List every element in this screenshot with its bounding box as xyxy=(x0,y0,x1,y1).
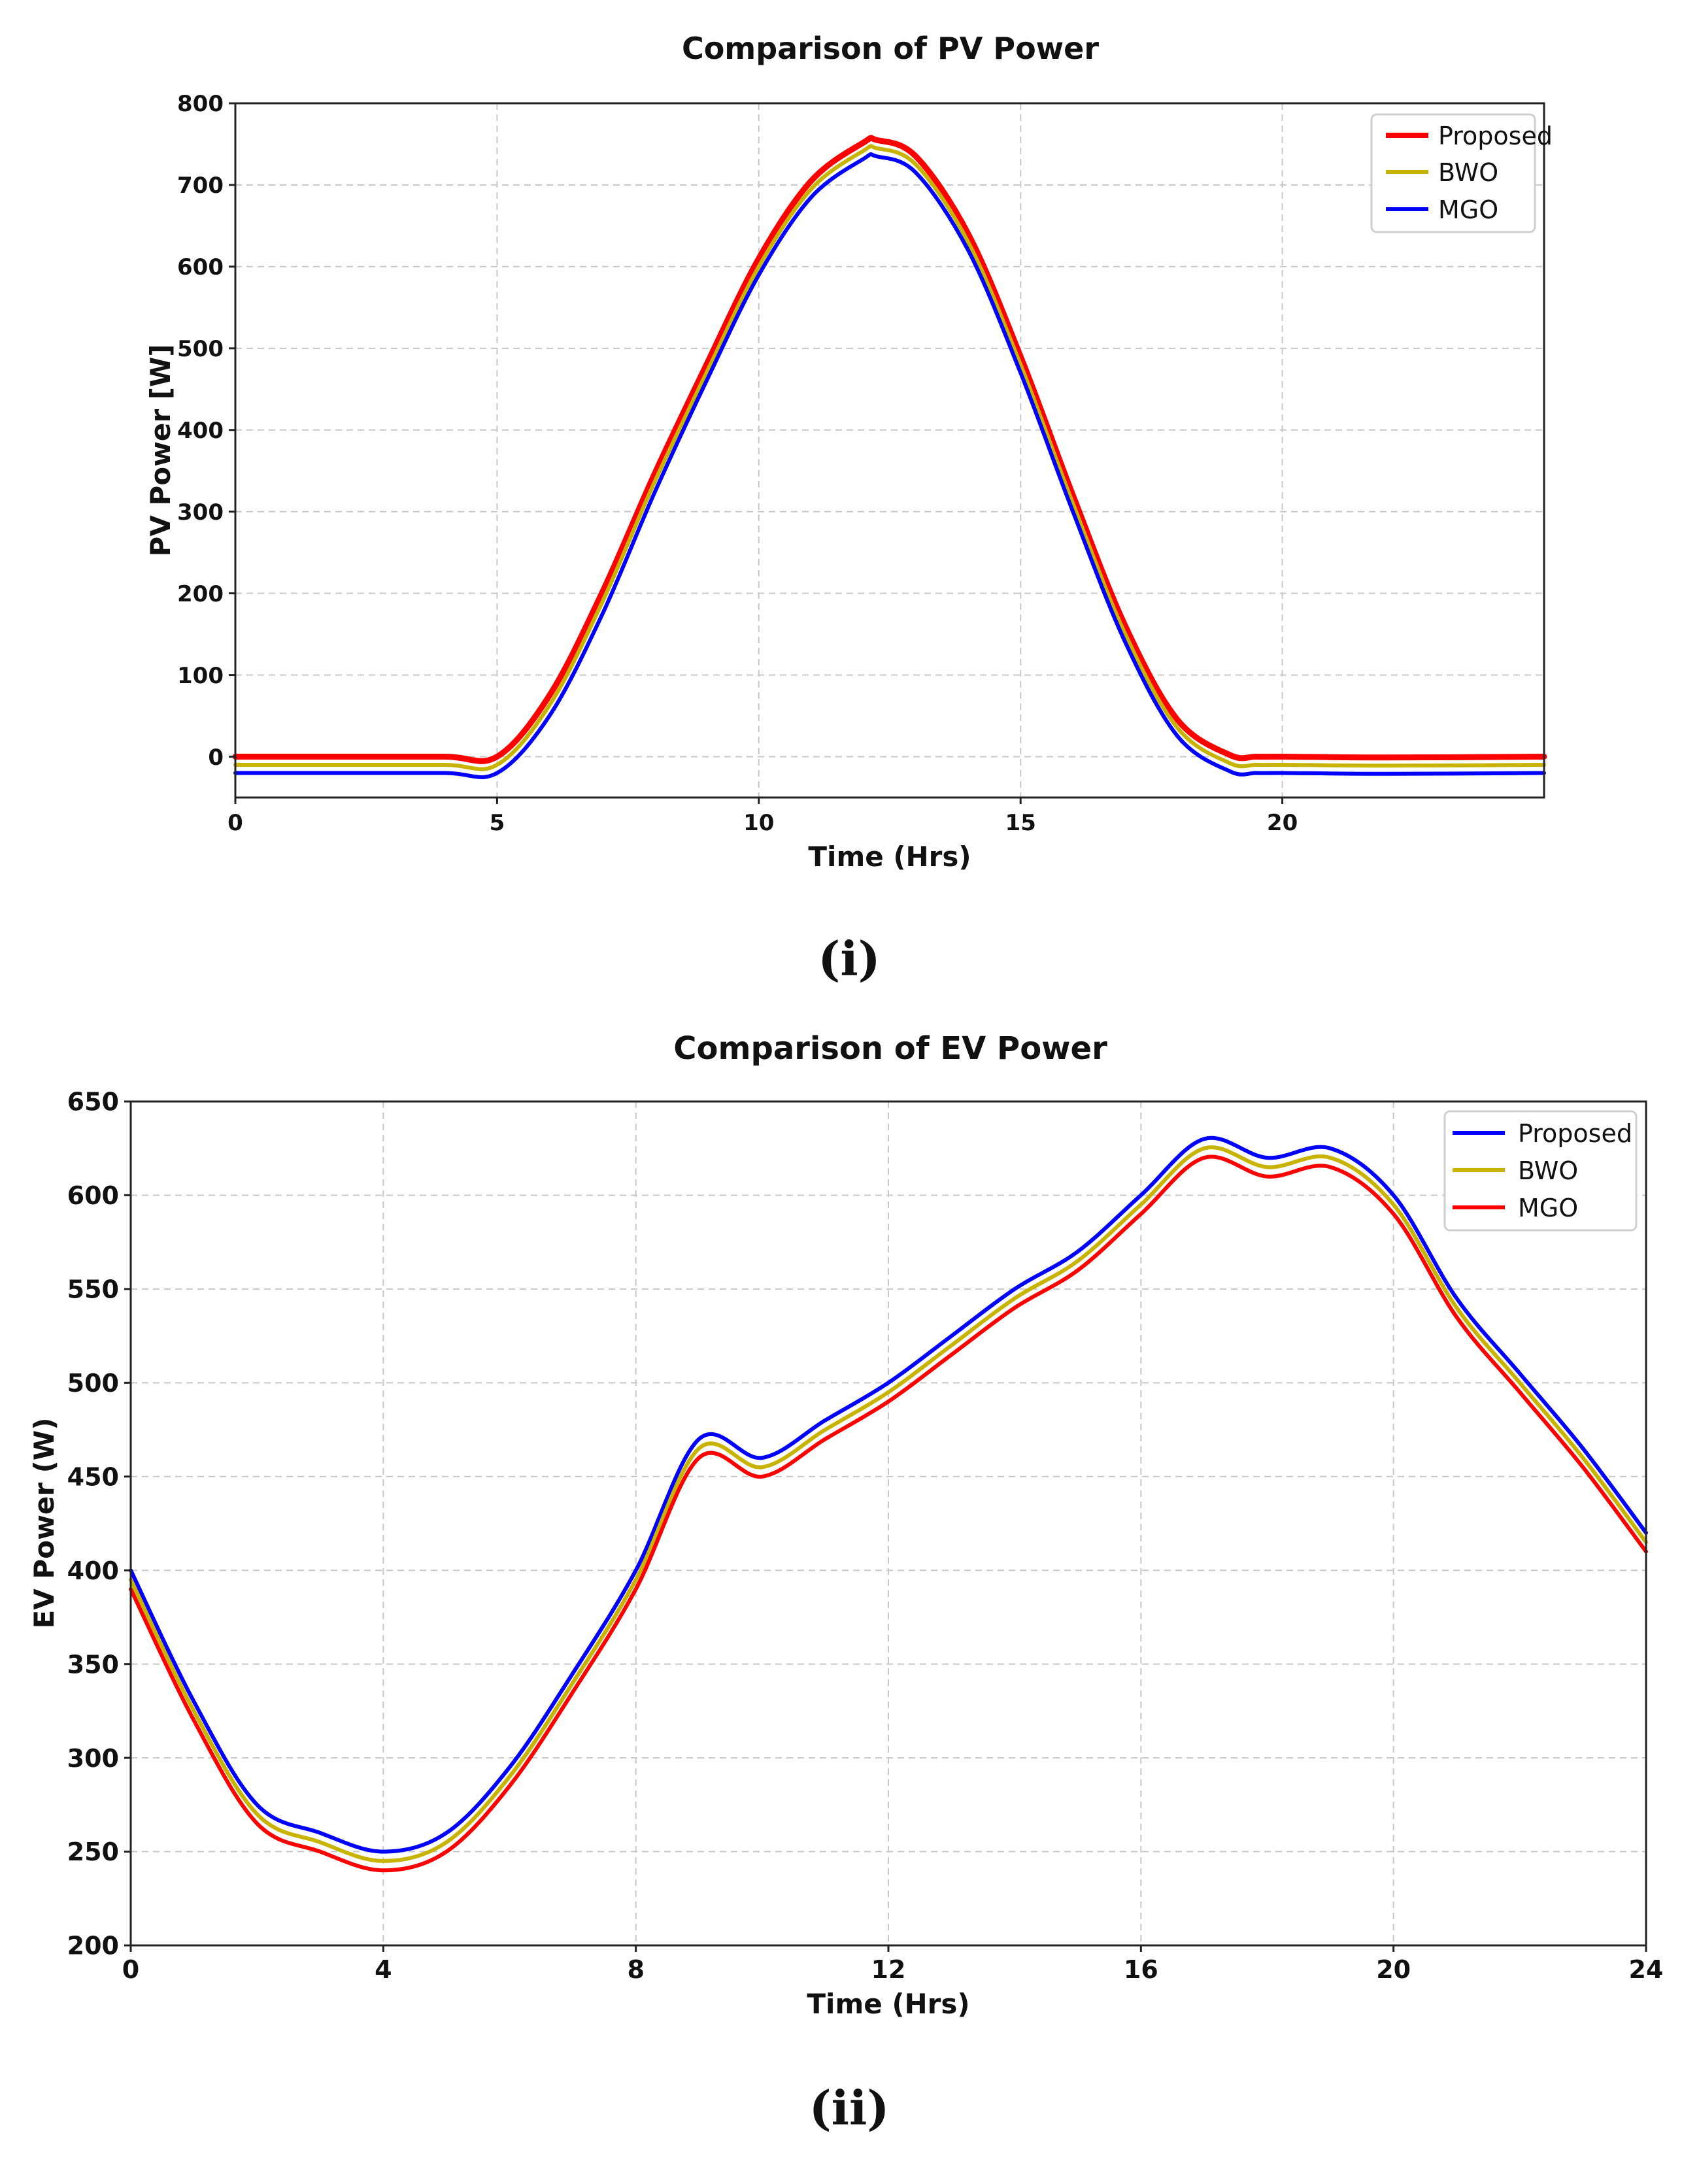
y-tick-label: 450 xyxy=(67,1462,119,1491)
x-tick-label: 0 xyxy=(122,1955,139,1984)
x-axis-label: Time (Hrs) xyxy=(807,1988,969,2020)
y-tick-label: 250 xyxy=(67,1838,119,1866)
y-tick-label: 400 xyxy=(177,418,224,444)
x-tick-label: 20 xyxy=(1267,810,1298,836)
y-axis-label: EV Power (W) xyxy=(28,1418,60,1629)
y-tick-label: 350 xyxy=(67,1650,119,1679)
legend-label-proposed: Proposed xyxy=(1438,122,1553,150)
x-tick-label: 5 xyxy=(490,810,505,836)
x-tick-label: 8 xyxy=(627,1955,644,1984)
series-line-proposed xyxy=(232,135,1547,764)
x-tick-label: 12 xyxy=(871,1955,906,1984)
x-tick-label: 16 xyxy=(1124,1955,1158,1984)
x-tick-label: 15 xyxy=(1005,810,1036,836)
legend-box xyxy=(1443,1110,1638,1232)
legend-label-bwo: BWO xyxy=(1518,1156,1578,1185)
y-tick-label: 600 xyxy=(67,1181,119,1210)
series-line-mgo xyxy=(129,1154,1648,1873)
series-line-proposed xyxy=(129,1135,1648,1854)
x-tick-label: 4 xyxy=(375,1955,392,1984)
legend-label-bwo: BWO xyxy=(1438,158,1498,187)
y-tick-label: 300 xyxy=(67,1744,119,1773)
x-tick-label: 20 xyxy=(1376,1955,1411,1984)
grid xyxy=(235,103,1544,798)
chart-title: Comparison of PV Power xyxy=(682,31,1099,66)
legend-label-proposed: Proposed xyxy=(1518,1119,1632,1148)
series-line-bwo xyxy=(233,144,1546,771)
legend: Proposed BWO MGO xyxy=(1443,1110,1638,1232)
x-tick-label: 10 xyxy=(743,810,774,836)
y-tick-label: 200 xyxy=(67,1932,119,1960)
legend-box xyxy=(1370,113,1536,233)
legend: Proposed BWO MGO xyxy=(1370,113,1553,233)
ev-power-chart: Comparison of EV Power 0 4 8 12 16 20 24 200 250… xyxy=(28,1030,1663,2136)
x-tick-label: 0 xyxy=(227,810,243,836)
y-tick-label: 500 xyxy=(177,336,224,362)
series-layer xyxy=(129,1135,1648,1873)
legend-label-mgo: MGO xyxy=(1518,1194,1578,1222)
x-tick-label: 24 xyxy=(1629,1955,1664,1984)
y-tick-label: 800 xyxy=(177,91,224,117)
y-tick-label: 200 xyxy=(177,581,224,607)
y-tick-label: 0 xyxy=(208,745,224,771)
y-tick-label: 600 xyxy=(177,254,224,280)
chart-caption: (i) xyxy=(818,931,880,986)
y-axis-label: PV Power [W] xyxy=(144,344,177,557)
x-axis-label: Time (Hrs) xyxy=(808,841,971,873)
plot-frame xyxy=(234,102,1545,799)
legend-label-mgo: MGO xyxy=(1438,195,1498,224)
y-tick-label: 650 xyxy=(67,1088,119,1117)
y-tick-label: 400 xyxy=(67,1556,119,1585)
series-layer xyxy=(232,135,1547,779)
y-tick-label: 500 xyxy=(67,1369,119,1398)
series-line-bwo xyxy=(129,1145,1648,1863)
pv-power-chart: Comparison of PV Power 0 5 10 15 20010020030… xyxy=(144,31,1553,986)
chart-title: Comparison of EV Power xyxy=(673,1030,1107,1067)
y-tick-label: 300 xyxy=(177,499,224,526)
chart-caption: (ii) xyxy=(809,2080,890,2136)
series-line-mgo xyxy=(233,152,1546,779)
y-tick-label: 100 xyxy=(177,663,224,689)
ticks: 0 4 8 12 16 20 24 200 250 300 350 400 450 500 550 600 65… xyxy=(67,1088,1664,1984)
y-tick-label: 700 xyxy=(177,173,224,199)
y-tick-label: 550 xyxy=(67,1275,119,1304)
